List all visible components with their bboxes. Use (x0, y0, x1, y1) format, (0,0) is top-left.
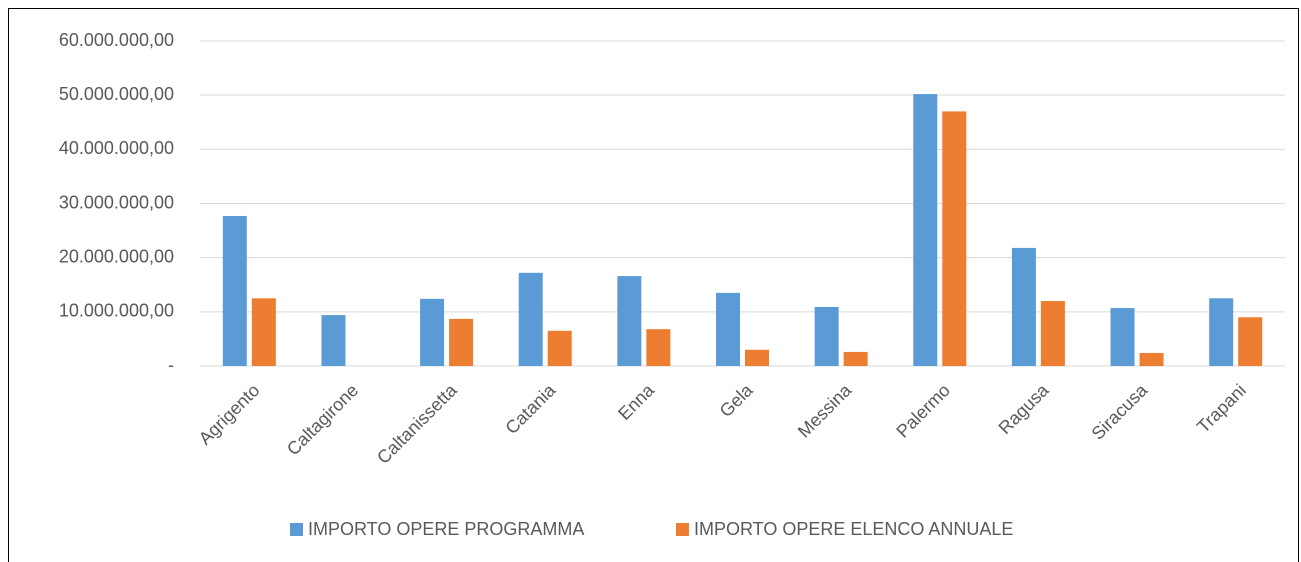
bar (942, 111, 967, 367)
bar (1040, 301, 1065, 366)
x-tick-label: Catania (501, 379, 560, 438)
bar (617, 276, 642, 366)
legend-label: IMPORTO OPERE ELENCO ANNUALE (694, 519, 1013, 539)
legend-swatch (290, 523, 303, 536)
bar (745, 349, 769, 366)
bar (913, 94, 938, 366)
bar (843, 351, 868, 366)
bar (518, 272, 543, 366)
bar (716, 292, 740, 366)
x-tick-label: Caltagirone (283, 380, 362, 459)
bar (1209, 298, 1234, 366)
y-tick-label: 60.000.000,00 (59, 30, 174, 50)
y-tick-label: 50.000.000,00 (59, 84, 174, 104)
bar (449, 318, 474, 366)
x-tick-label: Trapani (1193, 380, 1250, 437)
legend-label: IMPORTO OPERE PROGRAMMA (308, 519, 584, 539)
bar (814, 306, 839, 366)
y-tick-label: 20.000.000,00 (59, 246, 174, 266)
y-tick-label: 40.000.000,00 (59, 138, 174, 158)
x-tick-label: Caltanissetta (373, 379, 461, 467)
y-tick-label: - (168, 355, 174, 375)
y-tick-label: 10.000.000,00 (59, 301, 174, 321)
bar (420, 298, 445, 366)
bar (321, 315, 346, 366)
bar (251, 298, 276, 366)
x-tick-label: Gela (716, 379, 758, 421)
x-tick-label: Enna (614, 379, 659, 424)
bar (1011, 247, 1036, 366)
bar (1110, 308, 1135, 366)
y-tick-label: 30.000.000,00 (59, 192, 174, 212)
bar (646, 329, 671, 366)
x-tick-label: Agrigento (195, 380, 264, 449)
legend-swatch (676, 523, 689, 536)
bar (547, 330, 572, 366)
bar (222, 215, 247, 366)
chart-frame (8, 8, 1299, 562)
bar (1238, 317, 1263, 366)
x-tick-label: Siracusa (1088, 379, 1152, 443)
x-tick-label: Messina (794, 379, 856, 441)
x-tick-label: Ragusa (995, 379, 1054, 438)
x-tick-label: Palermo (892, 380, 954, 442)
bar (1139, 353, 1164, 366)
